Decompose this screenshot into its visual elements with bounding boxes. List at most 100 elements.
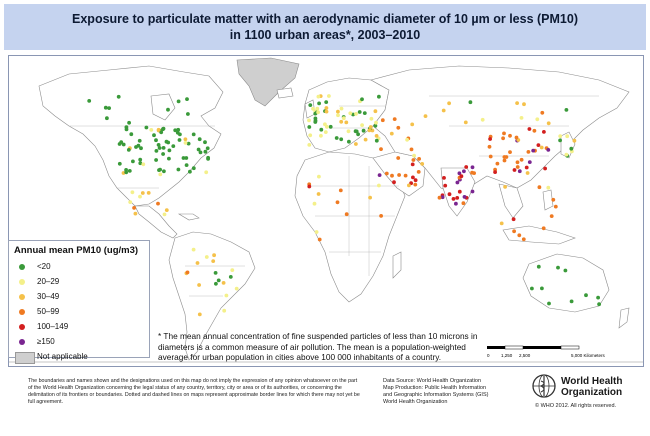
city-dot [447, 101, 451, 106]
city-dot [334, 136, 339, 140]
city-dot [389, 131, 394, 136]
city-dot [512, 168, 517, 172]
city-dot [541, 226, 546, 231]
legend-dot-5 [19, 339, 25, 345]
city-dot [205, 146, 210, 151]
city-dot [527, 127, 532, 131]
city-dot [597, 302, 601, 307]
city-dot [206, 157, 211, 161]
legend-label: <20 [37, 262, 51, 271]
city-dot [512, 229, 516, 234]
city-dot [327, 94, 331, 98]
asia [370, 65, 630, 195]
disclaimer: The boundaries and names shown and the d… [28, 378, 360, 405]
city-dot [502, 158, 507, 163]
city-dot [176, 167, 181, 172]
city-dot [166, 107, 170, 112]
legend-label: 30–49 [37, 292, 60, 301]
city-dot [535, 117, 540, 122]
copyright: © WHO 2012. All rights reserved. [535, 403, 617, 409]
city-dot [373, 123, 378, 128]
legend-item: 100–149 [9, 320, 149, 335]
city-dot [308, 103, 313, 107]
city-dot [530, 286, 534, 291]
city-dot [338, 188, 343, 193]
city-dot [348, 111, 353, 116]
city-dot [161, 127, 165, 132]
city-dot [514, 135, 519, 140]
city-dot [221, 281, 226, 285]
city-dot [503, 185, 507, 189]
city-dot [162, 169, 166, 174]
city-dot [537, 185, 542, 190]
city-dot [410, 162, 415, 167]
city-dot [176, 127, 181, 132]
city-dot [339, 106, 344, 111]
city-dot [121, 142, 126, 147]
city-dot [515, 160, 520, 165]
city-dot [197, 312, 202, 317]
city-dot [409, 147, 414, 152]
city-dot [539, 145, 544, 150]
city-dot [307, 118, 311, 123]
city-dot [211, 259, 216, 263]
city-dot [558, 138, 562, 143]
city-dot [136, 143, 141, 148]
city-dot [146, 191, 151, 195]
legend-label: 50–99 [37, 307, 60, 316]
city-dot [362, 111, 367, 115]
data-source: Data Source: World Health Organization M… [383, 378, 523, 406]
city-dot [412, 153, 416, 158]
city-dot [138, 194, 142, 199]
city-dot [183, 141, 188, 145]
caribbean [177, 213, 200, 221]
city-dot [540, 110, 545, 115]
city-dot [316, 110, 320, 115]
city-dot [185, 270, 190, 275]
city-dot [495, 161, 500, 166]
city-dot [156, 127, 161, 132]
city-dot [164, 208, 169, 213]
city-dot [461, 201, 466, 206]
city-dot [525, 171, 530, 175]
city-dot [564, 152, 569, 157]
city-dot [216, 278, 221, 283]
legend-label: ≥150 [37, 337, 55, 346]
city-dot [543, 166, 547, 171]
city-dot [116, 94, 121, 99]
city-dot [161, 152, 166, 156]
city-dot [138, 157, 143, 162]
city-dot [177, 138, 182, 142]
city-dot [214, 281, 218, 286]
city-dot [105, 116, 109, 121]
city-dot [347, 139, 351, 144]
city-dot [565, 134, 570, 139]
indonesia [502, 225, 576, 245]
legend-item-not-applicable: Not applicable [9, 350, 149, 365]
city-dot [181, 156, 186, 160]
city-dot [396, 125, 401, 130]
city-dot [392, 117, 397, 121]
city-dot [519, 157, 524, 162]
city-dot [515, 165, 520, 169]
city-dot [416, 170, 421, 174]
city-dot [131, 159, 135, 164]
city-dot [457, 171, 462, 176]
legend-title: Annual mean PM10 (ug/m3) [14, 245, 139, 256]
city-dot [107, 106, 111, 110]
city-dot [470, 165, 475, 170]
city-dot [154, 149, 159, 153]
city-dot [346, 129, 351, 134]
city-dot [584, 293, 588, 298]
city-dot [368, 125, 373, 129]
city-dot [410, 122, 415, 127]
city-dot [527, 160, 532, 164]
city-dot [132, 206, 136, 210]
city-dot [307, 184, 312, 189]
city-dot [377, 173, 382, 177]
australia [522, 253, 610, 313]
city-dot [204, 255, 209, 259]
city-dot [191, 166, 196, 171]
who-emblem-icon [532, 374, 556, 398]
new-zealand [618, 307, 630, 329]
